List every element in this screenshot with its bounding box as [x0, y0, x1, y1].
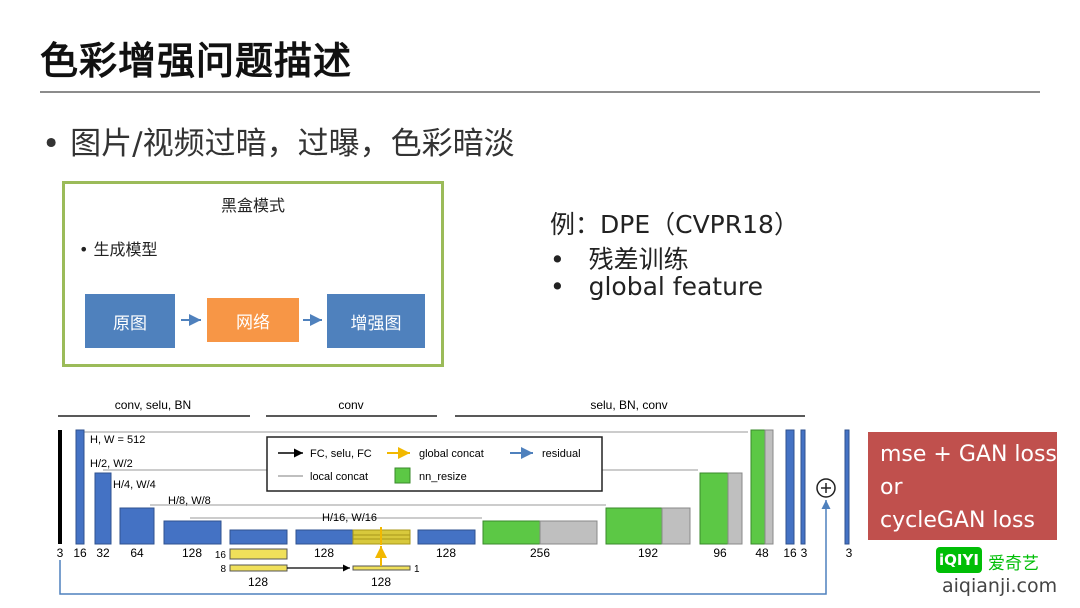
loss-line-2: or — [880, 475, 903, 500]
conv-16-out — [785, 429, 795, 545]
example-item-1: • 残差训练 — [550, 245, 689, 274]
legend-fc-label: FC, selu, FC — [310, 448, 372, 460]
global-branch-8 — [229, 564, 288, 572]
decoder-96-green — [699, 472, 729, 545]
ch-label: 192 — [638, 546, 658, 560]
example-heading: 例：DPE（CVPR18） — [550, 210, 799, 239]
conv-3-out — [800, 429, 806, 545]
res-label-h8: H/8, W/8 — [168, 495, 211, 507]
loss-line-3: cycleGAN loss — [880, 508, 1035, 533]
ch-label: 128 — [436, 546, 456, 560]
example-item-1-text: 残差训练 — [588, 245, 689, 274]
watermark-url: aiqianji.com — [942, 575, 1058, 597]
decoder-192-green — [605, 507, 663, 545]
ch-label: 256 — [530, 546, 550, 560]
title-divider — [40, 91, 1040, 93]
legend-resize-swatch — [394, 467, 411, 484]
res-label-h2: H/2, W/2 — [90, 458, 133, 470]
conv-64 — [119, 507, 155, 545]
input-layer — [58, 430, 62, 544]
watermark-name: 爱奇艺 — [988, 554, 1039, 574]
example-item-2-text: global feature — [588, 272, 764, 301]
res-label-h4: H/4, W/4 — [113, 479, 156, 491]
conv-128-d — [417, 529, 476, 545]
global-label-128-b: 128 — [371, 575, 391, 589]
decoder-192-gray — [661, 507, 691, 545]
ch-label: 32 — [96, 546, 110, 560]
res-label-h16: H/16, W/16 — [322, 512, 377, 524]
legend-resize-label: nn_resize — [419, 471, 467, 483]
conv-128-a — [163, 520, 222, 545]
decoder-48-green — [750, 429, 766, 545]
section-label-2: conv — [338, 398, 363, 412]
main-bullet: • 图片/视频过暗，过曝，色彩暗淡 — [42, 126, 515, 162]
blackbox-panel: 黑盒模式 • 生成模型 原图 网络 增强图 — [62, 181, 444, 367]
flow-box-network: 网络 — [207, 298, 299, 342]
conv-128-b — [229, 529, 288, 545]
ch-label: 128 — [182, 546, 202, 560]
global-branch-16 — [229, 548, 288, 560]
ch-label: 64 — [130, 546, 144, 560]
ch-label: 16 — [783, 546, 797, 560]
ch-label: 16 — [73, 546, 87, 560]
loss-line-1: mse + GAN loss — [880, 442, 1057, 467]
ch-label: 3 — [801, 546, 808, 560]
legend-local-label: local concat — [310, 471, 368, 483]
ch-label: 48 — [755, 546, 769, 560]
conv-128-c — [295, 529, 354, 545]
ch-label: 128 — [314, 546, 334, 560]
decoder-96-gray — [727, 472, 743, 545]
example-item-2: • global feature — [550, 272, 764, 301]
conv-16 — [75, 429, 85, 545]
res-label-512: H, W = 512 — [90, 434, 145, 446]
ch-label: 96 — [713, 546, 727, 560]
residual-arrow — [59, 500, 831, 595]
flow-box-enhanced: 增强图 — [327, 294, 425, 348]
section-label-1: conv, selu, BN — [115, 398, 191, 412]
iqiyi-logo: iQIYI — [936, 547, 982, 573]
section-label-3: selu, BN, conv — [590, 398, 667, 412]
flow-box-original: 原图 — [85, 294, 175, 348]
legend-box — [266, 436, 603, 492]
blackbox-bullet: • 生成模型 — [79, 240, 158, 259]
ch-label: 3 — [57, 546, 64, 560]
page-title: 色彩增强问题描述 — [40, 39, 353, 83]
global-label-1: 1 — [414, 564, 420, 575]
decoder-256-green — [482, 520, 541, 545]
conv-32 — [94, 472, 112, 545]
decoder-48-gray — [764, 429, 774, 545]
ch-label: 3 — [846, 546, 853, 560]
flow-arrows — [181, 314, 322, 326]
blackbox-title: 黑盒模式 — [220, 196, 285, 215]
global-label-16: 16 — [215, 550, 227, 561]
main-bullet-text: 图片/视频过暗，过曝，色彩暗淡 — [70, 126, 515, 162]
global-label-8: 8 — [220, 564, 226, 575]
output-layer — [844, 429, 850, 545]
legend-global-label: global concat — [419, 448, 484, 460]
global-vector — [352, 565, 411, 571]
global-label-128-a: 128 — [248, 575, 268, 589]
loss-box: mse + GAN loss or cycleGAN loss — [868, 432, 1057, 540]
decoder-256-gray — [539, 520, 598, 545]
legend-residual-label: residual — [542, 448, 581, 460]
